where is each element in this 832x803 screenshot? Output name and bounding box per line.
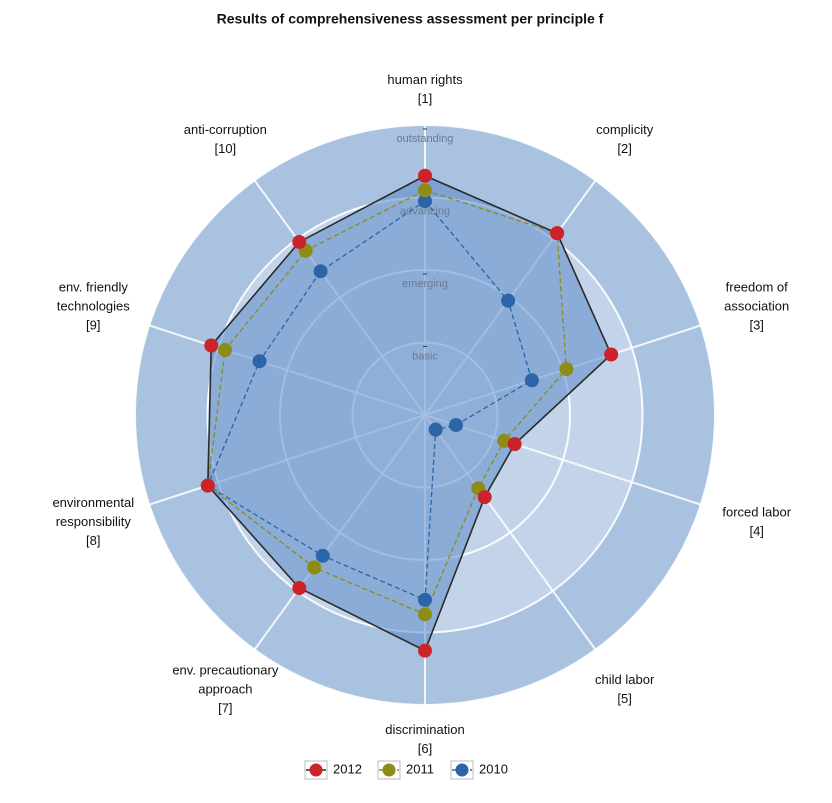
data-point: [559, 362, 574, 377]
category-label: [7]: [218, 700, 232, 715]
category-label: responsibility: [56, 514, 132, 529]
category-label: [9]: [86, 318, 100, 333]
data-point: [501, 293, 516, 308]
category-label: [2]: [617, 141, 631, 156]
data-point: [313, 264, 328, 279]
level-label: outstanding: [397, 133, 454, 145]
data-point: [524, 373, 539, 388]
category-label: anti-corruption: [184, 122, 267, 137]
data-point: [200, 478, 215, 493]
data-point: [449, 418, 464, 433]
data-point: [218, 343, 233, 358]
category-label: [8]: [86, 533, 100, 548]
category-label: freedom of: [726, 280, 789, 295]
category-label: env. precautionary: [172, 662, 278, 677]
legend-label: 2011: [406, 761, 434, 776]
data-point: [604, 347, 619, 362]
data-point: [418, 643, 432, 658]
data-point: [315, 548, 330, 563]
category-label: human rights: [387, 72, 463, 87]
data-point: [507, 437, 522, 452]
data-point: [418, 194, 432, 209]
category-label: [3]: [749, 318, 763, 333]
category-label: [1]: [418, 91, 432, 106]
category-label: approach: [198, 681, 252, 696]
category-label: technologies: [57, 299, 130, 314]
chart-title: Results of comprehensiveness assessment …: [217, 11, 604, 27]
category-label: discrimination: [385, 722, 464, 737]
category-label: association: [724, 299, 789, 314]
legend-dot: [309, 763, 323, 777]
category-label: [5]: [617, 691, 631, 706]
data-point: [418, 607, 432, 622]
data-point: [292, 581, 307, 596]
level-label: basic: [412, 350, 438, 362]
data-point: [252, 354, 267, 369]
category-label: [4]: [749, 524, 763, 539]
category-label: environmental: [52, 495, 134, 510]
level-label: emerging: [402, 278, 448, 290]
data-point: [204, 338, 219, 353]
category-label: child labor: [595, 672, 655, 687]
level-label: advancing: [400, 205, 450, 217]
data-point: [307, 560, 322, 575]
category-label: [6]: [418, 741, 432, 756]
data-point: [292, 234, 307, 249]
category-label: env. friendly: [59, 280, 129, 295]
category-label: forced labor: [722, 505, 791, 520]
data-point: [550, 226, 565, 241]
data-point: [477, 490, 492, 505]
data-point: [418, 183, 432, 198]
grid-ring: [134, 124, 716, 706]
legend-dot: [382, 763, 396, 777]
data-point: [428, 422, 443, 437]
legend-label: 2012: [333, 761, 362, 776]
category-label: complicity: [596, 122, 654, 137]
data-point: [418, 592, 432, 607]
data-point: [418, 168, 432, 183]
legend-dot: [455, 763, 469, 777]
legend-label: 2010: [479, 761, 508, 776]
category-label: [10]: [214, 141, 236, 156]
